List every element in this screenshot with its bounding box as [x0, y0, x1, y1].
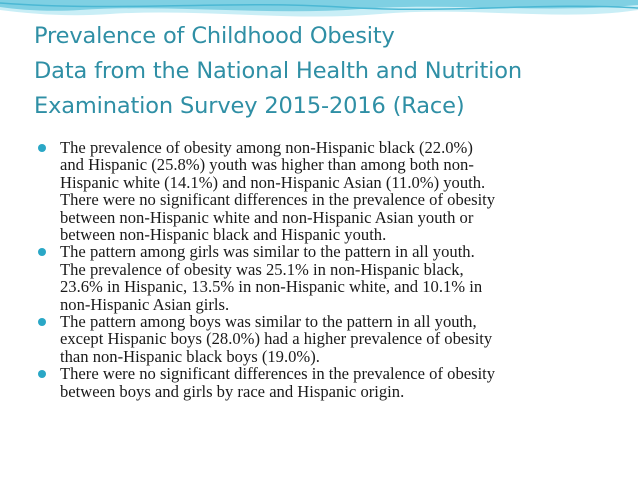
bullet-line: non-Hispanic Asian girls. [60, 294, 230, 314]
bullet-line: except Hispanic boys (28.0%) had a highe… [60, 329, 493, 349]
title-line-2: Data from the National Health and Nutrit… [34, 58, 522, 84]
bullet-line: There were no significant differences in… [60, 190, 496, 210]
title-line-1: Prevalence of Childhood Obesity [34, 23, 395, 49]
bullet-dot-icon [38, 370, 46, 379]
bullet-item-girls: The pattern among girls was similar to t… [38, 243, 608, 313]
bullet-line: than non-Hispanic black boys (19.0%). [60, 346, 320, 366]
bullet-line: There were no significant differences in… [60, 364, 496, 384]
bullet-line: between non-Hispanic black and Hispanic … [60, 225, 387, 245]
bullet-line: and Hispanic (25.8%) youth was higher th… [60, 155, 474, 175]
bullet-line: The prevalence of obesity among non-Hisp… [60, 138, 473, 157]
bullet-list: The prevalence of obesity among non-Hisp… [38, 139, 608, 400]
bullet-item-boys: The pattern among boys was similar to th… [38, 313, 608, 365]
bullet-line: The pattern among girls was similar to t… [60, 242, 475, 262]
bullet-dot-icon [38, 248, 46, 257]
bullet-line: 23.6% in Hispanic, 13.5% in non-Hispanic… [60, 277, 483, 297]
bullet-line: Hispanic white (14.1%) and non-Hispanic … [60, 172, 486, 192]
bullet-dot-icon [38, 318, 46, 327]
header-wave-decoration [0, 0, 638, 17]
bullet-item-race-overall: The prevalence of obesity among non-Hisp… [38, 139, 608, 243]
bullet-dot-icon [38, 144, 46, 152]
bullet-line: The prevalence of obesity was 25.1% in n… [60, 259, 464, 279]
slide-title: Prevalence of Childhood Obesity Data fro… [34, 19, 634, 124]
bullet-line: The pattern among boys was similar to th… [60, 312, 477, 332]
title-line-3: Examination Survey 2015-2016 (Race) [34, 93, 465, 119]
bullet-line: between boys and girls by race and Hispa… [60, 381, 405, 401]
wave-line-dark [0, 2, 638, 11]
bullet-line: between non-Hispanic white and non-Hispa… [60, 207, 474, 227]
bullet-item-sex-differences: There were no significant differences in… [38, 365, 608, 400]
